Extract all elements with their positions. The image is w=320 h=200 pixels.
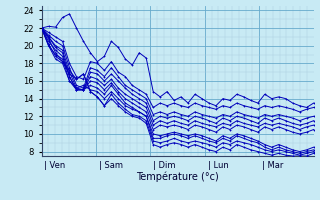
X-axis label: Température (°c): Température (°c) [136,172,219,182]
Text: | Sam: | Sam [99,161,123,170]
Text: | Mar: | Mar [262,161,283,170]
Text: | Ven: | Ven [44,161,66,170]
Text: | Lun: | Lun [208,161,228,170]
Text: | Dim: | Dim [153,161,176,170]
